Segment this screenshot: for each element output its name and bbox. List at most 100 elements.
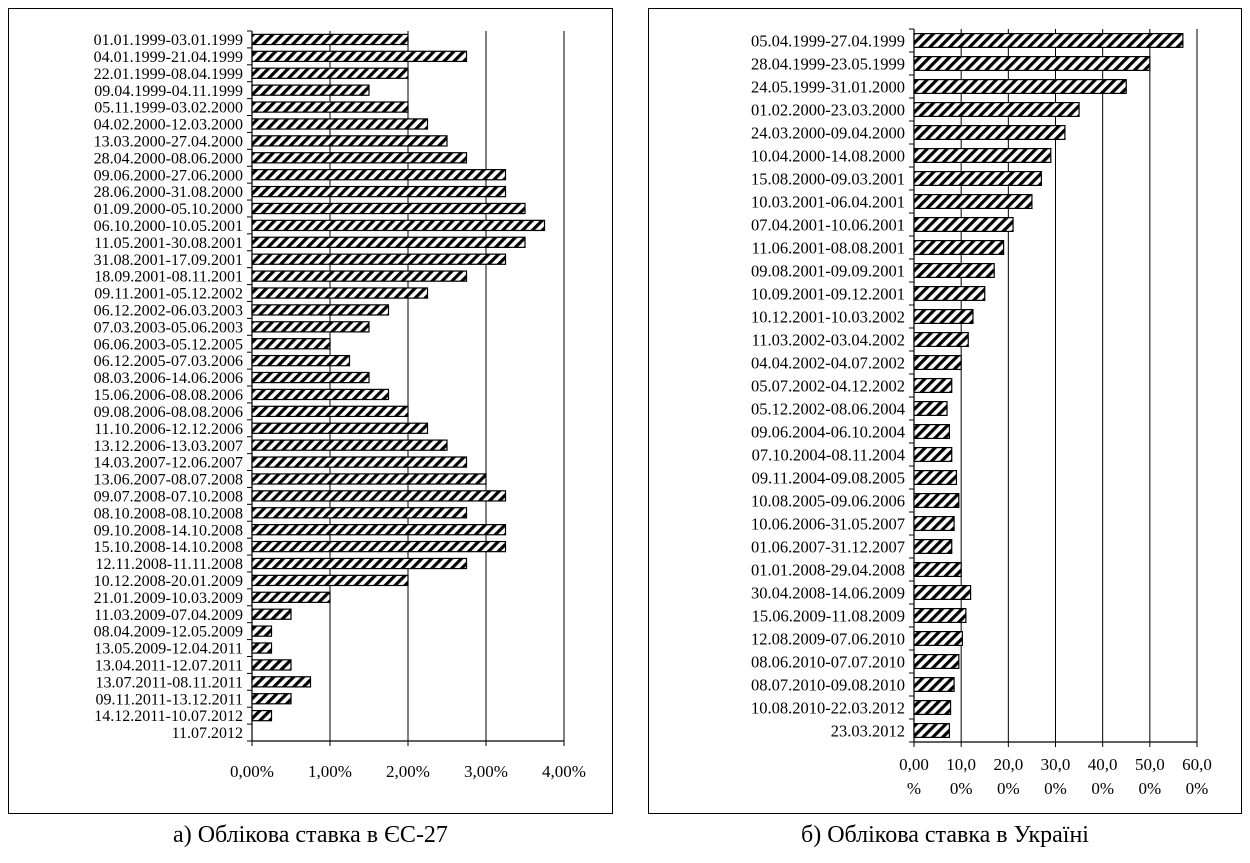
- category-label: 01.02.2000-23.03.2000: [751, 100, 905, 119]
- bar: [251, 321, 370, 333]
- bar: [913, 653, 960, 669]
- bar: [251, 507, 468, 519]
- category-label: 12.08.2009-07.06.2010: [751, 629, 905, 648]
- category-label: 18.09.2001-08.11.2001: [94, 269, 243, 286]
- bar: [913, 538, 953, 554]
- bar: [251, 338, 331, 350]
- value-tick-label: 50,0: [1135, 755, 1165, 774]
- value-tick-label: 10,0: [946, 755, 976, 774]
- bar: [251, 371, 370, 384]
- bar: [913, 561, 962, 577]
- category-label: 06.12.2002-06.03.2003: [94, 303, 243, 320]
- category-label: 23.03.2012: [831, 721, 905, 740]
- category-label: 13.12.2006-13.03.2007: [94, 438, 243, 455]
- chart-caption-eu: а) Облікова ставка в ЄС-27: [173, 822, 448, 848]
- value-tick-label: 4,00%: [542, 762, 586, 781]
- bar: [913, 607, 967, 623]
- category-label: 11.06.2001-08.08.2001: [752, 238, 905, 257]
- value-tick-label-unit: 0%: [997, 779, 1020, 798]
- category-label: 05.12.2002-08.06.2004: [751, 399, 905, 418]
- bar: [913, 722, 950, 738]
- category-label: 10.12.2001-10.03.2002: [751, 307, 905, 326]
- category-label: 08.03.2006-14.06.2006: [94, 370, 243, 387]
- category-label: 01.01.2008-29.04.2008: [751, 560, 905, 579]
- bar: [251, 236, 526, 248]
- category-label: 11.10.2006-12.12.2006: [94, 421, 243, 438]
- bar: [913, 55, 1151, 71]
- category-label: 09.11.2011-13.12.2011: [95, 691, 243, 708]
- category-label: 09.10.2008-14.10.2008: [94, 522, 243, 539]
- category-label: 13.07.2011-08.11.2011: [95, 674, 243, 691]
- bar: [251, 591, 331, 603]
- bar: [913, 516, 955, 532]
- bar: [251, 304, 390, 316]
- category-label: 15.06.2006-08.08.2006: [94, 387, 243, 404]
- bar: [913, 101, 1080, 117]
- category-label: 06.12.2005-07.03.2006: [94, 353, 243, 370]
- bar: [913, 401, 948, 417]
- bar: [913, 332, 969, 348]
- chart-panel-eu: 01.01.1999-03.01.1999 04.01.1999-21.04.19…: [8, 8, 613, 814]
- category-label: 11.03.2002-03.04.2002: [752, 330, 905, 349]
- bar: [251, 253, 507, 265]
- category-label: 09.08.2006-08.08.2006: [94, 404, 243, 421]
- category-label: 09.07.2008-07.10.2008: [94, 488, 243, 505]
- value-tick-label: 40,0: [1088, 755, 1118, 774]
- bar: [251, 101, 409, 113]
- category-label: 12.11.2008-11.11.2008: [95, 556, 243, 573]
- bar: [251, 608, 292, 620]
- category-label: 24.05.1999-31.01.2000: [751, 77, 905, 96]
- value-tick-label: 60,0: [1182, 755, 1212, 774]
- bar: [251, 135, 448, 147]
- category-label: 08.07.2010-09.08.2010: [751, 675, 905, 694]
- value-tick-label-unit: 0%: [1044, 779, 1067, 798]
- category-label: 24.03.2000-09.04.2000: [751, 123, 905, 142]
- category-label: 15.10.2008-14.10.2008: [94, 539, 243, 556]
- bar: [251, 439, 448, 451]
- value-tick-label: 2,00%: [386, 762, 430, 781]
- category-label: 09.08.2001-09.09.2001: [751, 261, 905, 280]
- category-label: 09.04.1999-04.11.1999: [94, 83, 243, 100]
- bar: [913, 124, 1066, 140]
- value-tick-label: 0,00: [899, 755, 929, 774]
- category-label: 28.04.1999-23.05.1999: [751, 54, 905, 73]
- category-label: 08.06.2010-07.07.2010: [751, 652, 905, 671]
- category-label: 10.03.2001-06.04.2001: [751, 192, 905, 211]
- category-label: 09.11.2001-05.12.2002: [94, 286, 243, 303]
- bar: [913, 378, 953, 394]
- value-tick-label: 3,00%: [464, 762, 508, 781]
- category-label: 05.04.1999-27.04.1999: [751, 31, 905, 50]
- bar: [251, 524, 507, 536]
- chart-panel-ukraine: 05.04.1999-27.04.1999 28.04.1999-23.05.19…: [648, 8, 1242, 814]
- category-label: 10.09.2001-09.12.2001: [751, 284, 905, 303]
- value-tick-label-unit: 0%: [950, 779, 973, 798]
- category-label: 13.05.2009-12.04.2011: [94, 641, 243, 658]
- category-label: 15.08.2000-09.03.2001: [751, 169, 905, 188]
- bar: [251, 709, 273, 722]
- category-label: 09.06.2000-27.06.2000: [94, 167, 243, 184]
- category-label: 07.04.2001-10.06.2001: [751, 215, 905, 234]
- category-label: 13.04.2011-12.07.2011: [95, 658, 243, 675]
- category-label: 04.04.2002-04.07.2002: [751, 353, 905, 372]
- bar: [251, 405, 409, 418]
- bar: [251, 84, 370, 96]
- bar: [251, 574, 409, 587]
- bar: [251, 490, 507, 502]
- value-tick-label: 20,0: [993, 755, 1023, 774]
- category-label: 04.01.1999-21.04.1999: [94, 49, 243, 66]
- category-label: 01.06.2007-31.12.2007: [751, 537, 905, 556]
- eu-discount-rate-chart: 01.01.1999-03.01.199904.01.1999-21.04.19…: [94, 30, 586, 781]
- bar: [251, 50, 468, 63]
- category-label: 21.01.2009-10.03.2009: [94, 590, 243, 607]
- category-label: 09.06.2004-06.10.2004: [751, 422, 905, 441]
- value-tick-label-unit: 0%: [1091, 779, 1114, 798]
- category-label: 11.03.2009-07.04.2009: [94, 607, 243, 624]
- category-label: 14.12.2011-10.07.2012: [94, 708, 243, 725]
- bar: [251, 169, 507, 181]
- bar: [913, 309, 974, 325]
- category-label: 31.08.2001-17.09.2001: [94, 252, 243, 269]
- bar: [251, 473, 487, 485]
- category-label: 08.04.2009-12.05.2009: [94, 624, 243, 641]
- category-label: 22.01.1999-08.04.1999: [94, 66, 243, 83]
- value-tick-label-unit: 0%: [1186, 779, 1209, 798]
